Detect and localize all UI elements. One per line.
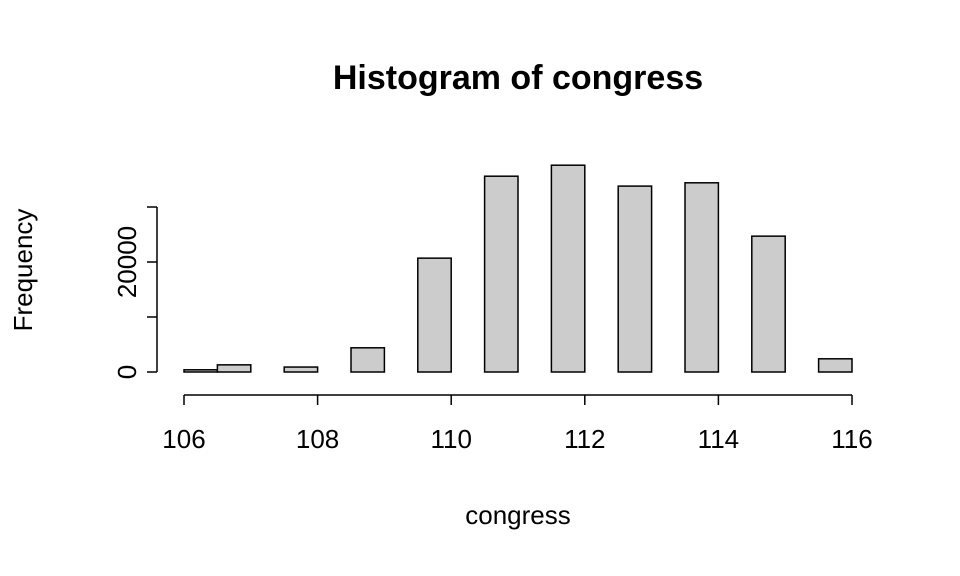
y-axis-label: Frequency	[8, 209, 38, 332]
y-tick-label: 0	[112, 365, 142, 379]
bar	[350, 347, 386, 373]
bar	[417, 257, 452, 373]
chart-title: Histogram of congress	[333, 59, 703, 97]
bar	[751, 235, 786, 373]
x-tick-label: 114	[698, 424, 739, 454]
x-tick-label: 110	[430, 424, 471, 454]
x-tick-label: 116	[831, 424, 872, 454]
bar	[183, 369, 219, 373]
x-tick-label: 106	[162, 424, 205, 454]
bar	[684, 182, 720, 373]
bar	[483, 175, 519, 373]
bar	[550, 164, 586, 373]
bar	[617, 185, 653, 373]
x-axis-label: congress	[465, 500, 571, 530]
x-tick-label: 108	[296, 424, 339, 454]
bar	[216, 364, 252, 373]
bar	[817, 358, 853, 373]
bar	[283, 366, 319, 373]
y-tick-label: 20000	[112, 226, 142, 298]
x-tick-label: 112	[564, 424, 605, 454]
